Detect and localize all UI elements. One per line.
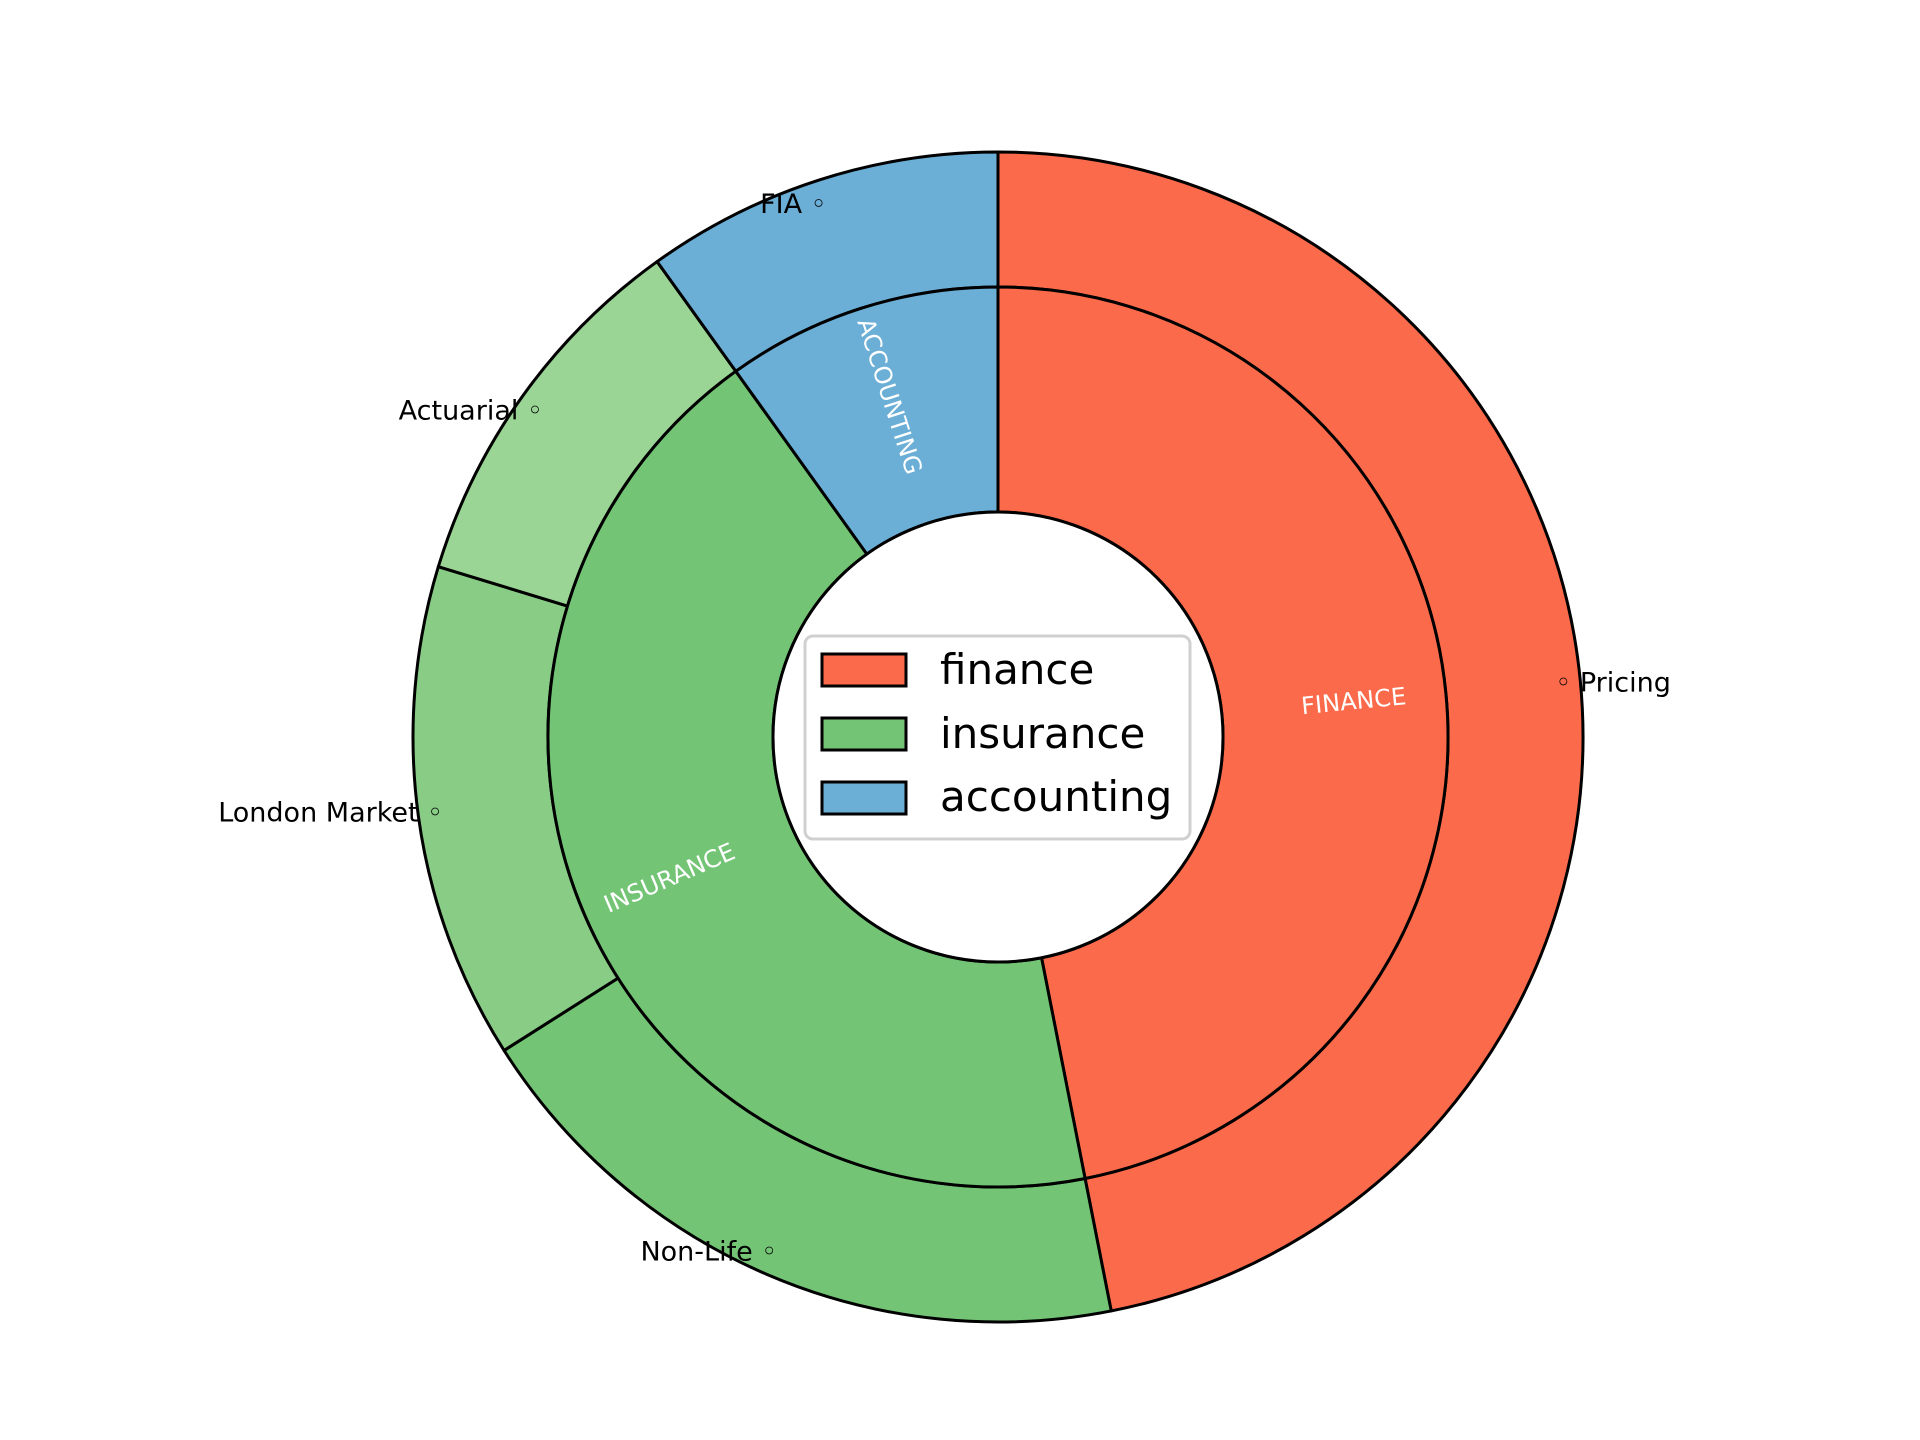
outer-label-fia: FIA ◦ [760,189,826,220]
inner-ring [546,285,1450,1189]
outer-label-pricing: ◦ Pricing [1555,668,1671,699]
outer-label-london-market: London Market ◦ [218,797,443,828]
outer-label-non-life: Non-Life ◦ [640,1237,777,1268]
legend-label-insurance: insurance [940,709,1145,758]
outer-ring [411,150,1585,1324]
legend: finance insurance accounting [803,634,1192,841]
outer-label-actuarial: Actuarial ◦ [399,396,543,427]
legend-swatch-finance [820,652,908,688]
legend-label-accounting: accounting [940,772,1172,821]
outer-labels: ◦ Pricing Non-Life ◦ London Market ◦ Actuar… [218,189,1671,1268]
legend-swatch-insurance [820,716,908,752]
legend-swatch-accounting [820,780,908,816]
legend-label-finance: finance [940,645,1094,694]
